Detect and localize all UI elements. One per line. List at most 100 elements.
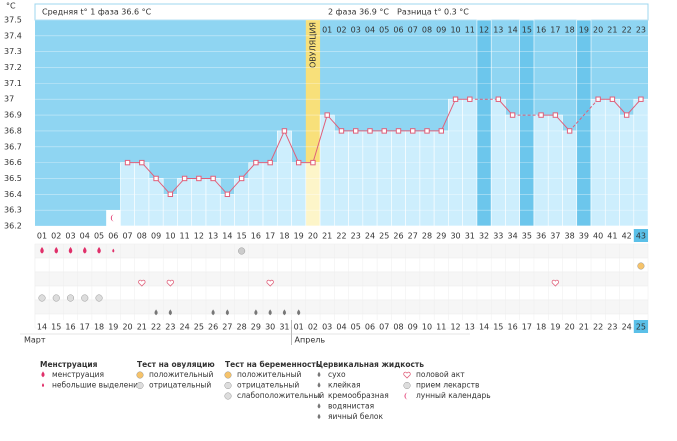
legend-item: клейкая <box>328 381 360 390</box>
cycle-day-label: 15 <box>237 232 247 241</box>
phase2-day-label: 01 <box>322 26 332 35</box>
drop-icon <box>317 371 321 377</box>
cycle-day-label: 42 <box>622 232 632 241</box>
phase2-day-label: 08 <box>422 26 432 35</box>
bar <box>234 178 250 227</box>
cycle-day-label: 10 <box>165 232 175 241</box>
heart-icon <box>138 279 146 287</box>
heart-icon <box>166 279 175 287</box>
date-label: 07 <box>379 323 389 332</box>
phase2-day-label: 05 <box>379 26 389 35</box>
today-box <box>633 229 649 242</box>
legend-heading: Менструация <box>40 360 98 369</box>
date-label: 21 <box>579 323 589 332</box>
phase2-day-label: 10 <box>450 26 460 35</box>
gap-connector <box>569 98 599 132</box>
drop-icon <box>54 247 59 254</box>
bar <box>533 114 549 227</box>
cycle-day-label: 35 <box>522 232 532 241</box>
cycle-day-label: 24 <box>365 232 375 241</box>
date-label: 28 <box>237 323 247 332</box>
month-label: Март <box>24 336 46 345</box>
drop-icon <box>225 309 229 316</box>
phase2-day-label: 16 <box>536 26 546 35</box>
date-label: 18 <box>94 323 104 332</box>
drop-icon <box>83 247 87 254</box>
phase2-day-label: 07 <box>408 26 418 35</box>
legend-item: половой акт <box>416 370 465 379</box>
legend-item: лунный календарь <box>416 391 491 400</box>
bar <box>505 114 521 227</box>
date-label: 06 <box>365 323 375 332</box>
drop-icon <box>112 248 115 253</box>
symbol-row <box>34 299 649 315</box>
legend-item: небольшие выделения <box>52 381 143 390</box>
cycle-day-label: 30 <box>450 232 460 241</box>
drop-icon <box>41 371 45 378</box>
symbol-row <box>34 285 649 301</box>
drop-icon <box>168 309 172 316</box>
phase2-day-label: 06 <box>393 26 403 35</box>
bar <box>148 178 164 227</box>
date-label: 17 <box>80 323 90 332</box>
phase2-day-label: 14 <box>507 26 517 35</box>
cycle-day-label: 07 <box>122 232 132 241</box>
moon-icon <box>110 214 115 222</box>
y-tick-label: 36.2 <box>4 222 22 231</box>
y-tick-label: 36.3 <box>4 206 22 215</box>
date-label: 17 <box>522 323 532 332</box>
cycle-day-label: 09 <box>151 232 161 241</box>
legend-heading: Цервикальная жидкость <box>316 360 424 369</box>
pill-icon <box>52 294 60 302</box>
date-label: 25 <box>636 323 646 332</box>
date-label: 01 <box>294 323 304 332</box>
date-label: 15 <box>51 323 61 332</box>
phase2-day-label: 15 <box>522 26 532 35</box>
date-label: 19 <box>108 323 118 332</box>
date-label: 14 <box>479 323 489 332</box>
missing-column <box>476 19 492 227</box>
date-label: 10 <box>422 323 432 332</box>
legend-item: слабоположительный <box>237 391 324 400</box>
phase2-day-label: 09 <box>436 26 446 35</box>
temperature-point <box>181 175 188 182</box>
temperature-point <box>552 112 559 118</box>
phase1-average: Средняя t° 1 фаза 36.6 °C <box>42 8 152 17</box>
temperature-point <box>310 159 316 166</box>
pill-icon <box>95 294 103 302</box>
cycle-day-label: 13 <box>208 232 218 241</box>
legend-item: положительный <box>149 370 214 379</box>
date-label: 09 <box>408 323 418 332</box>
temperature-point <box>638 96 644 102</box>
phase2-day-label: 23 <box>636 26 646 35</box>
symbol-row <box>34 257 649 273</box>
date-label: 05 <box>351 323 361 332</box>
bar <box>205 178 221 227</box>
date-label: 23 <box>165 323 175 332</box>
phase2-day-label: 02 <box>336 26 346 35</box>
cycle-day-label: 26 <box>393 232 403 241</box>
cycle-day-label: 27 <box>408 232 418 241</box>
date-label: 03 <box>322 323 332 332</box>
date-label: 11 <box>436 323 446 332</box>
y-tick-label: 37 <box>4 95 14 104</box>
drop-icon <box>68 247 73 254</box>
phase2-day-label: 22 <box>622 26 632 35</box>
phase2-day-label: 12 <box>479 26 489 35</box>
temperature-point <box>424 128 430 134</box>
heart-icon <box>266 279 274 287</box>
temperature-point <box>281 128 288 134</box>
drop-icon <box>40 247 44 254</box>
temperature-point <box>295 159 302 166</box>
cycle-day-label: 25 <box>379 232 389 241</box>
ovulation-test-icon <box>238 247 246 255</box>
pill-icon <box>66 294 75 302</box>
date-label: 20 <box>122 323 132 332</box>
date-label: 15 <box>493 323 503 332</box>
cycle-day-label: 05 <box>94 232 104 241</box>
phase2-day-label: 21 <box>607 26 617 35</box>
drop-icon <box>317 392 321 398</box>
cycle-day-label: 39 <box>579 232 589 241</box>
bar <box>191 178 207 227</box>
